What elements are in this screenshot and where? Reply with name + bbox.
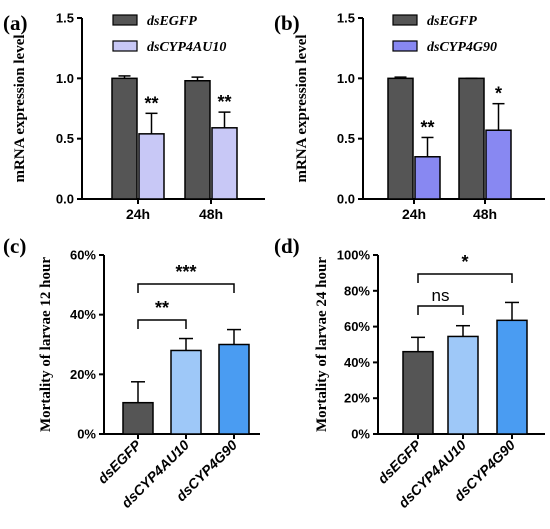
legend-label: dsEGFP <box>147 14 197 29</box>
y-axis-label: Mortality of larvae 12 hour <box>38 257 54 432</box>
comparison-bracket <box>417 273 513 283</box>
y-tick-label: 0.0 <box>337 192 355 207</box>
significance-label: ns <box>432 286 450 305</box>
y-tick-label: 100% <box>337 248 371 263</box>
y-tick-label: 20% <box>344 391 370 406</box>
y-tick-label: 80% <box>344 283 370 298</box>
bar <box>111 77 138 200</box>
chart-panel-4: (d) Mortality of larvae 24 hour 0% 20% 40% 60… <box>274 234 545 511</box>
comparison-bracket <box>417 305 464 315</box>
y-axis-label: mRNA expression level <box>12 34 28 182</box>
y-tick-label: 0.5 <box>56 131 74 146</box>
legend-swatch <box>112 14 138 26</box>
y-tick-label: 0% <box>77 427 96 442</box>
legend-label: dsEGFP <box>427 14 477 29</box>
bar <box>485 129 512 200</box>
y-tick-label: 40% <box>344 355 370 370</box>
significance-label: ** <box>420 117 434 137</box>
bar <box>387 77 414 200</box>
y-tick-label: 20% <box>70 367 96 382</box>
bar <box>184 79 211 200</box>
bar <box>170 349 202 435</box>
chart-panel-2: (b)mRNA expression level0.00.51.01.5***2… <box>274 11 545 222</box>
comparison-bracket <box>137 283 235 293</box>
significance-label: ** <box>144 93 158 113</box>
y-tick-label: 0% <box>351 427 370 442</box>
significance-label: *** <box>175 262 196 282</box>
x-tick-label: 48h <box>473 206 497 222</box>
y-tick-label: 60% <box>344 319 370 334</box>
bar <box>447 335 479 435</box>
bar <box>458 77 485 200</box>
legend-swatch <box>112 40 138 52</box>
panel-label: (c) <box>3 234 26 258</box>
x-tick-label: dsEGFP <box>94 436 144 486</box>
chart-panel-1: (a)mRNA expression level 0.0 0.5 1.0 1.5 ** **… <box>3 11 265 222</box>
panel-label: (a) <box>3 11 28 35</box>
y-tick-label: 0.5 <box>337 131 355 146</box>
y-tick-label: 1.5 <box>56 11 74 26</box>
bar <box>211 127 238 200</box>
legend-swatch <box>392 14 418 26</box>
x-tick-label: 24h <box>126 206 150 222</box>
panel-label: (b) <box>274 11 300 35</box>
bar <box>414 156 441 200</box>
y-tick-label: 40% <box>70 307 96 322</box>
legend-label: dsCYP4G90 <box>427 40 497 55</box>
x-tick-label: 24h <box>402 206 426 222</box>
bar <box>218 343 250 435</box>
y-tick-label: 0.0 <box>56 192 74 207</box>
significance-label: ** <box>217 92 231 112</box>
bar <box>138 133 165 200</box>
comparison-bracket <box>137 319 187 329</box>
y-tick-label: 1.0 <box>337 71 355 86</box>
significance-label: ** <box>155 298 169 318</box>
y-tick-label: 1.0 <box>56 71 74 86</box>
y-tick-label: 1.5 <box>337 11 355 26</box>
bar <box>402 350 434 435</box>
panel-label: (d) <box>274 234 300 258</box>
x-tick-label: 48h <box>199 206 223 222</box>
bar <box>122 401 154 435</box>
chart-panel-3: (c) Mortality of larvae 12 hour 0% 20% 40% 60… <box>3 234 260 511</box>
legend-swatch <box>392 40 418 52</box>
significance-label: * <box>495 84 502 104</box>
legend-label: dsCYP4AU10 <box>147 40 226 55</box>
y-axis-label: Mortality of larvae 24 hour <box>314 257 330 432</box>
significance-label: * <box>461 252 468 272</box>
y-tick-label: 60% <box>70 248 96 263</box>
bar <box>496 319 528 435</box>
y-axis-label: mRNA expression level <box>294 34 310 182</box>
